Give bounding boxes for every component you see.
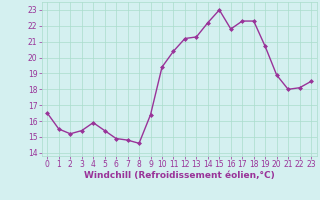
- X-axis label: Windchill (Refroidissement éolien,°C): Windchill (Refroidissement éolien,°C): [84, 171, 275, 180]
